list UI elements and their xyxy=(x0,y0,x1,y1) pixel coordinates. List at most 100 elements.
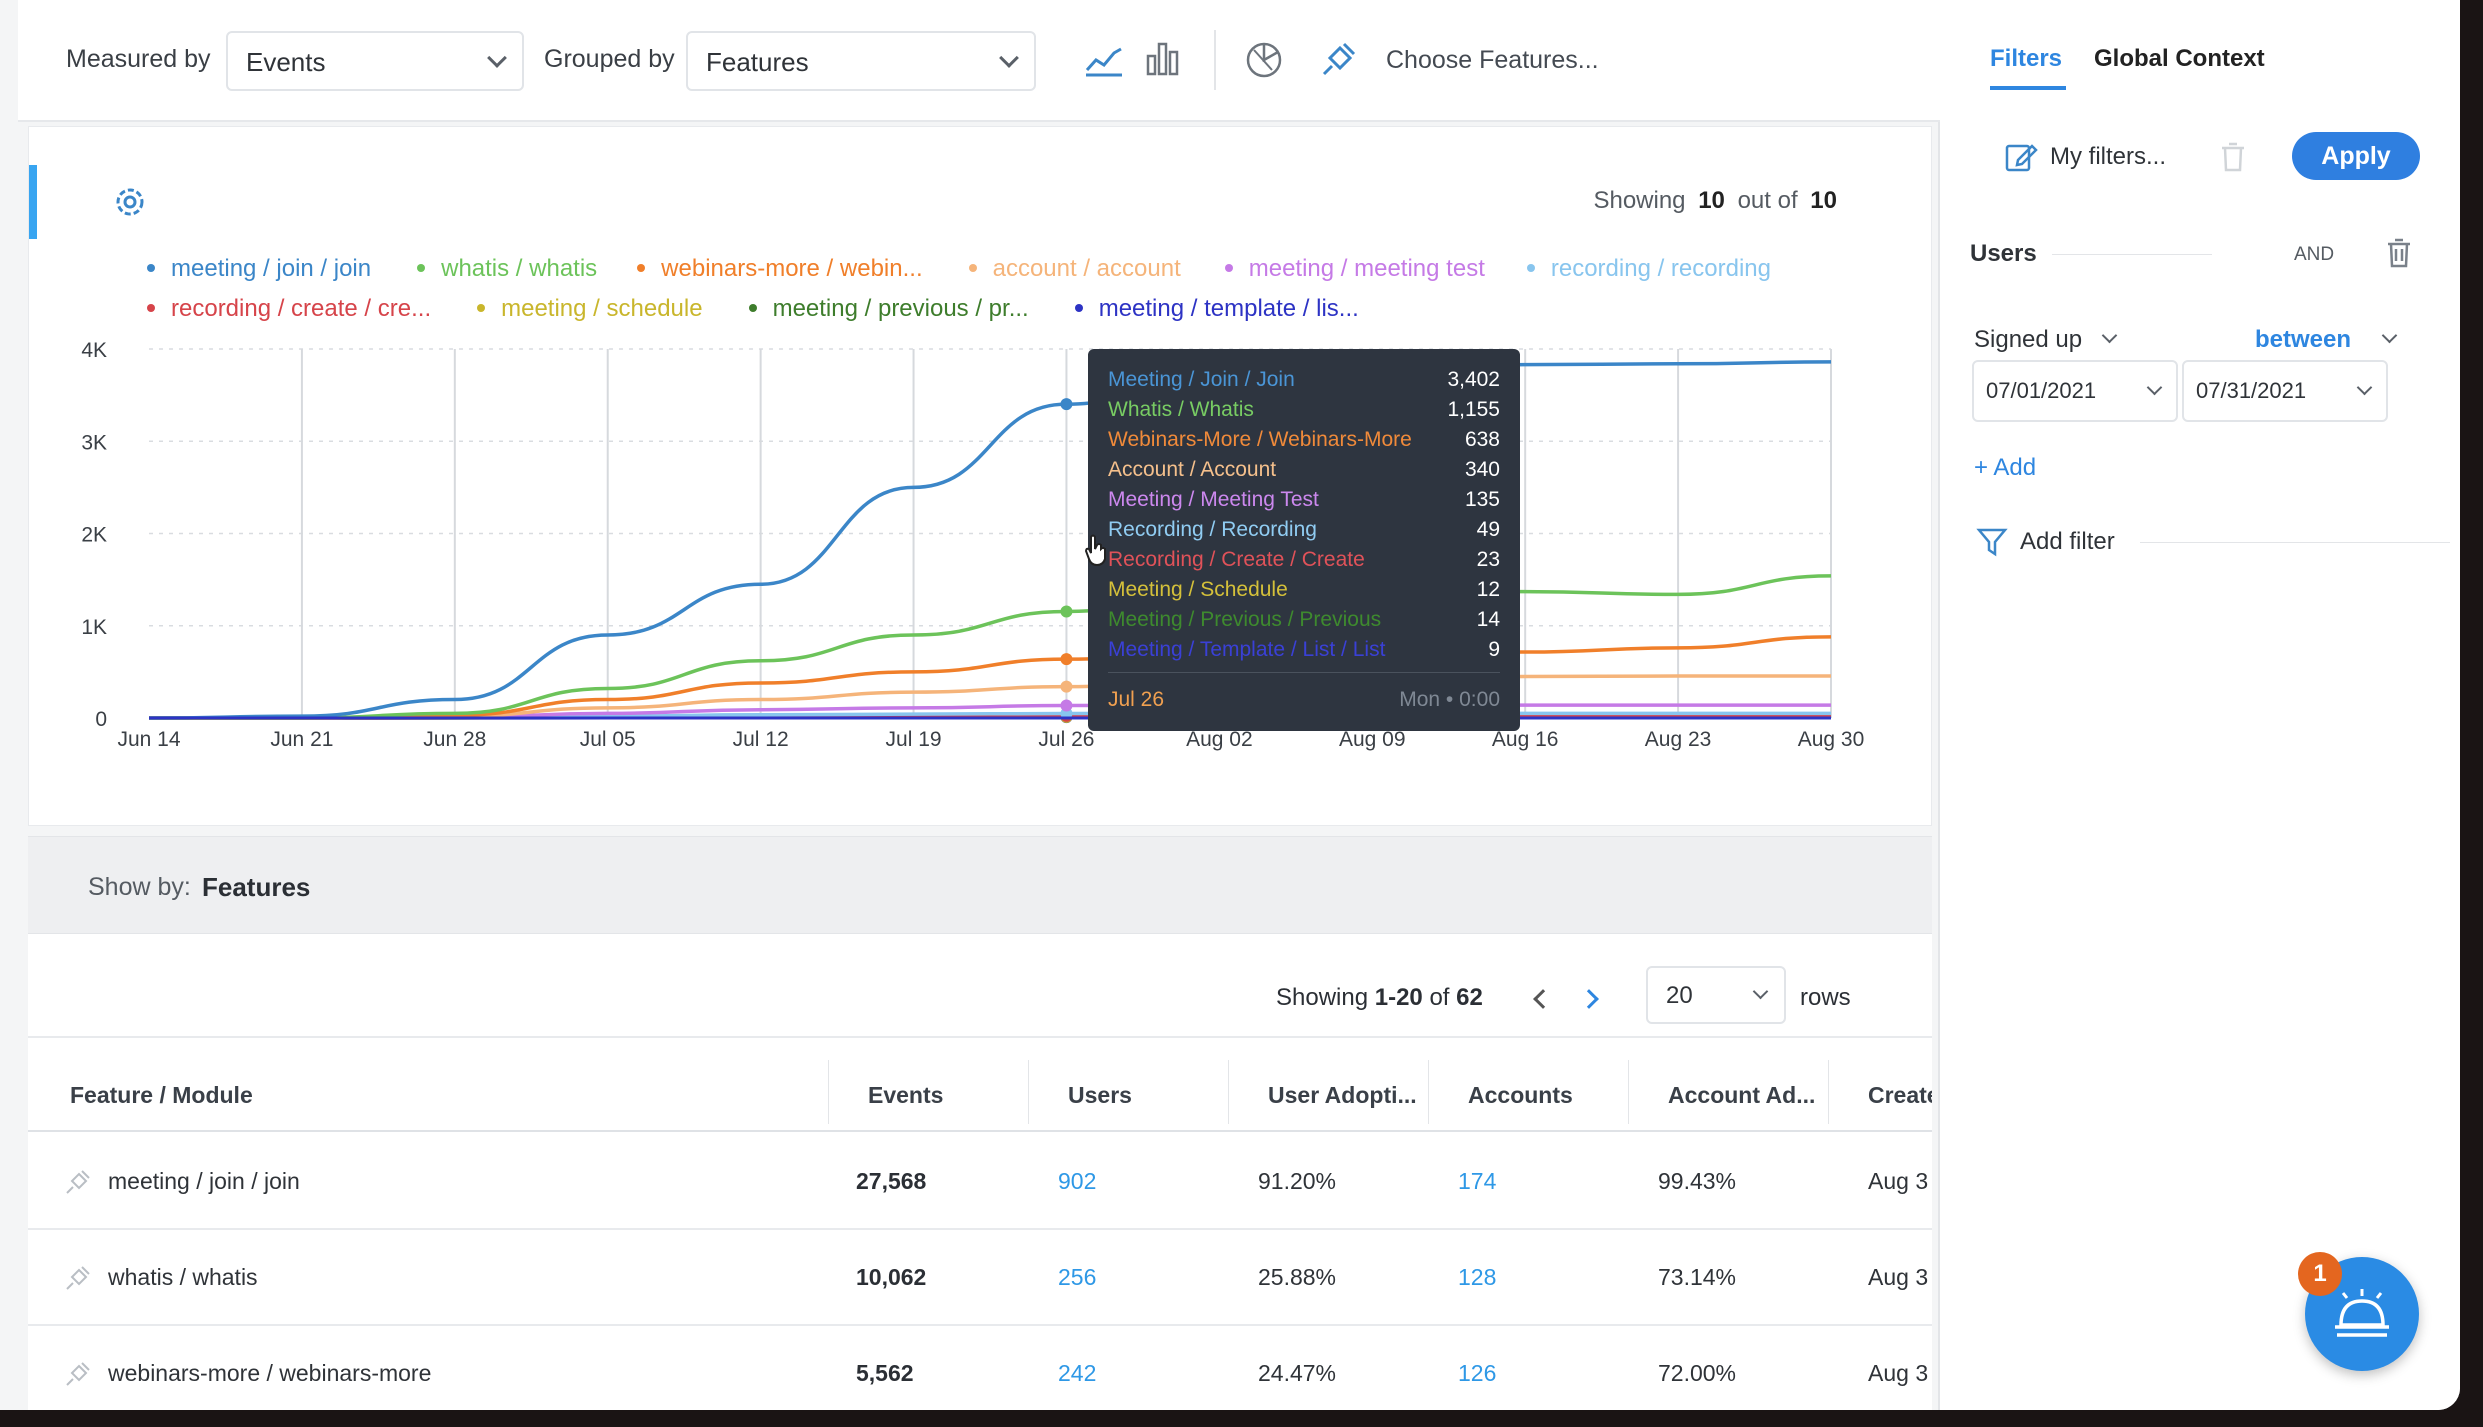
rows-per-page-select[interactable]: 20 xyxy=(1646,966,1786,1024)
cell-feature[interactable]: whatis / whatis xyxy=(108,1264,258,1290)
col-header-events[interactable]: Events xyxy=(868,1082,944,1108)
chevron-down-icon[interactable] xyxy=(2381,327,2398,344)
trash-icon[interactable] xyxy=(2218,140,2248,179)
cell-accounts[interactable]: 126 xyxy=(1458,1360,1497,1386)
measured-by-select[interactable]: Events xyxy=(226,31,524,91)
cell-user-adoption: 91.20% xyxy=(1258,1168,1337,1194)
tooltip-time: Mon • 0:00 xyxy=(1399,688,1500,711)
tooltip-row-value: 9 xyxy=(1488,638,1500,661)
column-divider xyxy=(1628,1060,1629,1124)
col-header-created[interactable]: Create xyxy=(1868,1082,1932,1108)
cell-users[interactable]: 256 xyxy=(1058,1264,1097,1290)
col-header-account-adoption[interactable]: Account Ad... xyxy=(1668,1082,1816,1108)
legend-item[interactable]: whatis / whatis xyxy=(417,255,597,282)
tooltip-row-label: Meeting / Meeting Test xyxy=(1108,488,1319,511)
x-tick-label: Jun 28 xyxy=(423,728,486,751)
col-header-user-adoption[interactable]: User Adopti... xyxy=(1268,1082,1417,1108)
apply-button[interactable]: Apply xyxy=(2292,132,2420,180)
col-header-users[interactable]: Users xyxy=(1068,1082,1132,1108)
and-operator[interactable]: AND xyxy=(2294,244,2335,265)
line-chart-icon[interactable] xyxy=(1084,44,1124,83)
trash-icon[interactable] xyxy=(2384,236,2414,275)
chevron-right-icon[interactable] xyxy=(1579,989,1599,1009)
legend-item[interactable]: meeting / meeting test xyxy=(1224,255,1485,282)
col-header-feature[interactable]: Feature / Module xyxy=(70,1082,253,1108)
date-from-input[interactable]: 07/01/2021 xyxy=(1972,360,2178,422)
legend-item[interactable]: recording / recording xyxy=(1526,255,1771,282)
chart-settings-icon[interactable] xyxy=(113,185,147,224)
features-table-card: Showing 1-20 of 62 20 rows Feature / Mod… xyxy=(28,934,1932,1410)
column-divider xyxy=(1028,1060,1029,1124)
filter-icon[interactable] xyxy=(1976,526,2008,563)
chevron-down-icon[interactable] xyxy=(2101,327,2118,344)
cell-feature[interactable]: meeting / join / join xyxy=(108,1168,300,1194)
grouped-by-label: Grouped by xyxy=(544,45,675,73)
toolbar: Measured by Events Grouped by Features xyxy=(18,0,1940,122)
legend-item[interactable]: meeting / previous / pr... xyxy=(748,295,1029,322)
cell-users[interactable]: 902 xyxy=(1058,1168,1097,1194)
chevron-left-icon[interactable] xyxy=(1533,989,1553,1009)
cell-accounts[interactable]: 128 xyxy=(1458,1264,1497,1290)
cell-events: 27,568 xyxy=(856,1168,927,1194)
tab-filters[interactable]: Filters xyxy=(1990,45,2063,72)
tooltip-row-label: Meeting / Previous / Previous xyxy=(1108,608,1382,631)
tooltip-row-value: 14 xyxy=(1476,608,1500,631)
cell-users[interactable]: 242 xyxy=(1058,1360,1097,1386)
add-filter-line xyxy=(2140,542,2450,543)
tab-global-context[interactable]: Global Context xyxy=(2094,45,2265,72)
tooltip-row-value: 12 xyxy=(1476,578,1500,601)
legend-item[interactable]: meeting / join / join xyxy=(147,255,371,282)
cell-feature[interactable]: webinars-more / webinars-more xyxy=(108,1360,432,1386)
legend-item[interactable]: account / account xyxy=(968,255,1181,282)
cell-accounts[interactable]: 174 xyxy=(1458,1168,1497,1194)
tooltip-weekday: Mon xyxy=(1399,688,1441,711)
y-tick-label: 2K xyxy=(81,524,107,547)
cell-account-adoption: 73.14% xyxy=(1658,1264,1737,1290)
y-tick-label: 4K xyxy=(81,339,107,362)
tooltip-row-label: Webinars-More / Webinars-More xyxy=(1108,428,1412,451)
bar-chart-icon[interactable] xyxy=(1144,40,1182,83)
bell-icon xyxy=(2331,1287,2393,1346)
grouped-by-select[interactable]: Features xyxy=(686,31,1036,91)
measured-by-value: Events xyxy=(246,47,326,77)
tooltip-row-value: 638 xyxy=(1464,428,1500,451)
choose-features-link[interactable]: Choose Features... xyxy=(1386,46,1599,74)
chevron-down-icon xyxy=(999,48,1019,68)
legend-dot xyxy=(417,263,426,272)
legend-dot xyxy=(968,263,977,272)
date-to-input[interactable]: 07/31/2021 xyxy=(2182,360,2388,422)
tooltip-row-label: Meeting / Schedule xyxy=(1108,578,1288,601)
legend-item[interactable]: recording / create / cre... xyxy=(147,295,431,322)
pager-total: 62 xyxy=(1456,984,1483,1011)
series-point xyxy=(1060,398,1073,411)
column-divider xyxy=(1228,1060,1229,1124)
pie-chart-icon[interactable] xyxy=(1244,40,1284,85)
show-by-bar: Show by: Features xyxy=(28,836,1932,934)
legend-item[interactable]: meeting / template / lis... xyxy=(1074,295,1359,322)
legend-item[interactable]: meeting / schedule xyxy=(477,295,703,322)
row-divider xyxy=(28,1324,1932,1326)
my-filters-link[interactable]: My filters... xyxy=(2050,143,2167,170)
tooltip-row-value: 23 xyxy=(1476,548,1500,571)
row-divider xyxy=(28,1228,1932,1230)
x-tick-label: Aug 30 xyxy=(1798,728,1865,751)
tooltip-date: Jul 26 xyxy=(1108,688,1165,711)
chevron-down-icon xyxy=(2356,379,2373,396)
show-by-value[interactable]: Features xyxy=(202,872,311,902)
plug-icon xyxy=(64,1360,92,1393)
col-header-accounts[interactable]: Accounts xyxy=(1468,1082,1573,1108)
legend-item[interactable]: webinars-more / webin... xyxy=(637,255,923,282)
plug-icon[interactable] xyxy=(1320,40,1358,83)
add-condition-link[interactable]: + Add xyxy=(1974,454,2037,481)
legend-label: recording / create / cre... xyxy=(171,295,432,322)
legend-dot xyxy=(1224,263,1233,272)
column-divider xyxy=(828,1060,829,1124)
legend-dot xyxy=(1526,263,1535,272)
cell-account-adoption: 72.00% xyxy=(1658,1360,1737,1386)
grouped-by-value: Features xyxy=(706,47,809,77)
signed-up-field[interactable]: Signed up xyxy=(1974,326,2083,353)
between-operator[interactable]: between xyxy=(2255,326,2352,353)
date-to-value: 07/31/2021 xyxy=(2196,378,2307,403)
add-filter-link[interactable]: Add filter xyxy=(2020,528,2115,555)
edit-filter-icon[interactable] xyxy=(2004,140,2038,179)
